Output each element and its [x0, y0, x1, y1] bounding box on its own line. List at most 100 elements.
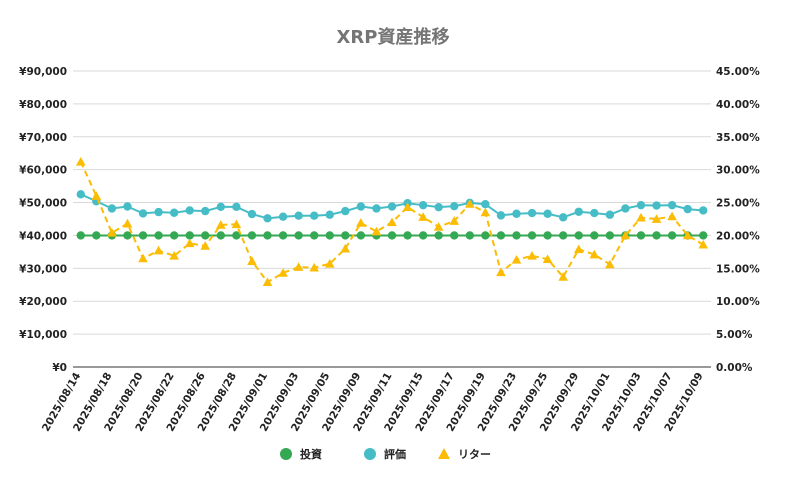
data-point	[326, 231, 334, 239]
y-left-tick-label: ¥70,000	[19, 132, 67, 144]
data-point	[559, 213, 567, 221]
y-left-tick-label: ¥10,000	[19, 329, 67, 341]
data-point	[154, 231, 162, 239]
data-point	[637, 231, 645, 239]
data-point	[606, 211, 614, 219]
data-point	[699, 231, 707, 239]
data-point	[621, 204, 629, 212]
data-point	[419, 201, 427, 209]
data-point	[388, 202, 396, 210]
y-right-tick-label: 30.00%	[716, 165, 760, 177]
data-point	[388, 231, 396, 239]
data-point	[92, 231, 100, 239]
y-left-tick-label: ¥90,000	[19, 66, 67, 78]
data-point	[652, 201, 660, 209]
data-point	[575, 208, 583, 216]
data-point	[357, 202, 365, 210]
data-point	[668, 231, 676, 239]
y-right-tick-label: 10.00%	[716, 296, 760, 308]
data-point	[341, 207, 349, 215]
data-point	[512, 210, 520, 218]
data-point	[528, 231, 536, 239]
legend-label: リター	[458, 448, 491, 461]
data-point	[154, 208, 162, 216]
y-right-tick-label: 40.00%	[716, 99, 760, 111]
data-point	[279, 231, 287, 239]
data-point	[77, 231, 85, 239]
data-point	[263, 231, 271, 239]
legend-marker	[364, 448, 376, 460]
data-point	[310, 231, 318, 239]
data-point	[606, 231, 614, 239]
data-point	[434, 231, 442, 239]
y-right-tick-label: 5.00%	[716, 329, 753, 341]
data-point	[170, 231, 178, 239]
data-point	[139, 209, 147, 217]
data-point	[263, 214, 271, 222]
y-left-tick-label: ¥0	[52, 362, 67, 374]
data-point	[419, 231, 427, 239]
data-point	[357, 231, 365, 239]
data-point	[528, 209, 536, 217]
y-left-tick-label: ¥20,000	[19, 296, 67, 308]
data-point	[434, 203, 442, 211]
legend: 投資 評価 リター	[280, 447, 491, 461]
data-point	[652, 231, 660, 239]
data-point	[481, 200, 489, 208]
data-point	[590, 209, 598, 217]
data-point	[248, 210, 256, 218]
data-point	[217, 231, 225, 239]
y-right-tick-label: 20.00%	[716, 230, 760, 242]
data-point	[497, 211, 505, 219]
data-point	[699, 206, 707, 214]
y-left-tick-label: ¥60,000	[19, 165, 67, 177]
data-point	[217, 203, 225, 211]
legend-label: 投資	[300, 447, 322, 461]
data-point	[497, 231, 505, 239]
data-point	[108, 204, 116, 212]
data-point	[450, 231, 458, 239]
data-point	[481, 231, 489, 239]
data-point	[139, 231, 147, 239]
y-left-tick-label: ¥30,000	[19, 263, 67, 275]
y-left-tick-label: ¥80,000	[19, 99, 67, 111]
data-point	[450, 202, 458, 210]
data-point	[201, 231, 209, 239]
data-point	[77, 190, 85, 198]
data-point	[543, 231, 551, 239]
data-point	[512, 231, 520, 239]
y-left-tick-label: ¥50,000	[19, 198, 67, 210]
y-left-tick-label: ¥40,000	[19, 230, 67, 242]
data-point	[170, 209, 178, 217]
data-point	[310, 212, 318, 220]
data-point	[294, 212, 302, 220]
y-right-tick-label: 45.00%	[716, 66, 760, 78]
data-point	[372, 204, 380, 212]
y-right-tick-label: 25.00%	[716, 198, 760, 210]
data-point	[248, 231, 256, 239]
y-right-tick-label: 0.00%	[716, 362, 753, 374]
data-point	[683, 205, 691, 213]
data-point	[279, 212, 287, 220]
legend-label: 評価	[384, 447, 406, 461]
data-point	[186, 206, 194, 214]
data-point	[123, 202, 131, 210]
y-right-tick-label: 15.00%	[716, 263, 760, 275]
data-point	[403, 231, 411, 239]
data-point	[637, 201, 645, 209]
data-point	[466, 231, 474, 239]
legend-marker	[280, 448, 292, 460]
data-point	[326, 211, 334, 219]
data-point	[186, 231, 194, 239]
data-point	[668, 201, 676, 209]
data-point	[201, 207, 209, 215]
data-point	[543, 210, 551, 218]
data-point	[232, 203, 240, 211]
y-right-tick-label: 35.00%	[716, 132, 760, 144]
data-point	[575, 231, 583, 239]
chart-title: XRP資産推移	[337, 26, 450, 48]
data-point	[559, 231, 567, 239]
data-point	[590, 231, 598, 239]
data-point	[341, 231, 349, 239]
